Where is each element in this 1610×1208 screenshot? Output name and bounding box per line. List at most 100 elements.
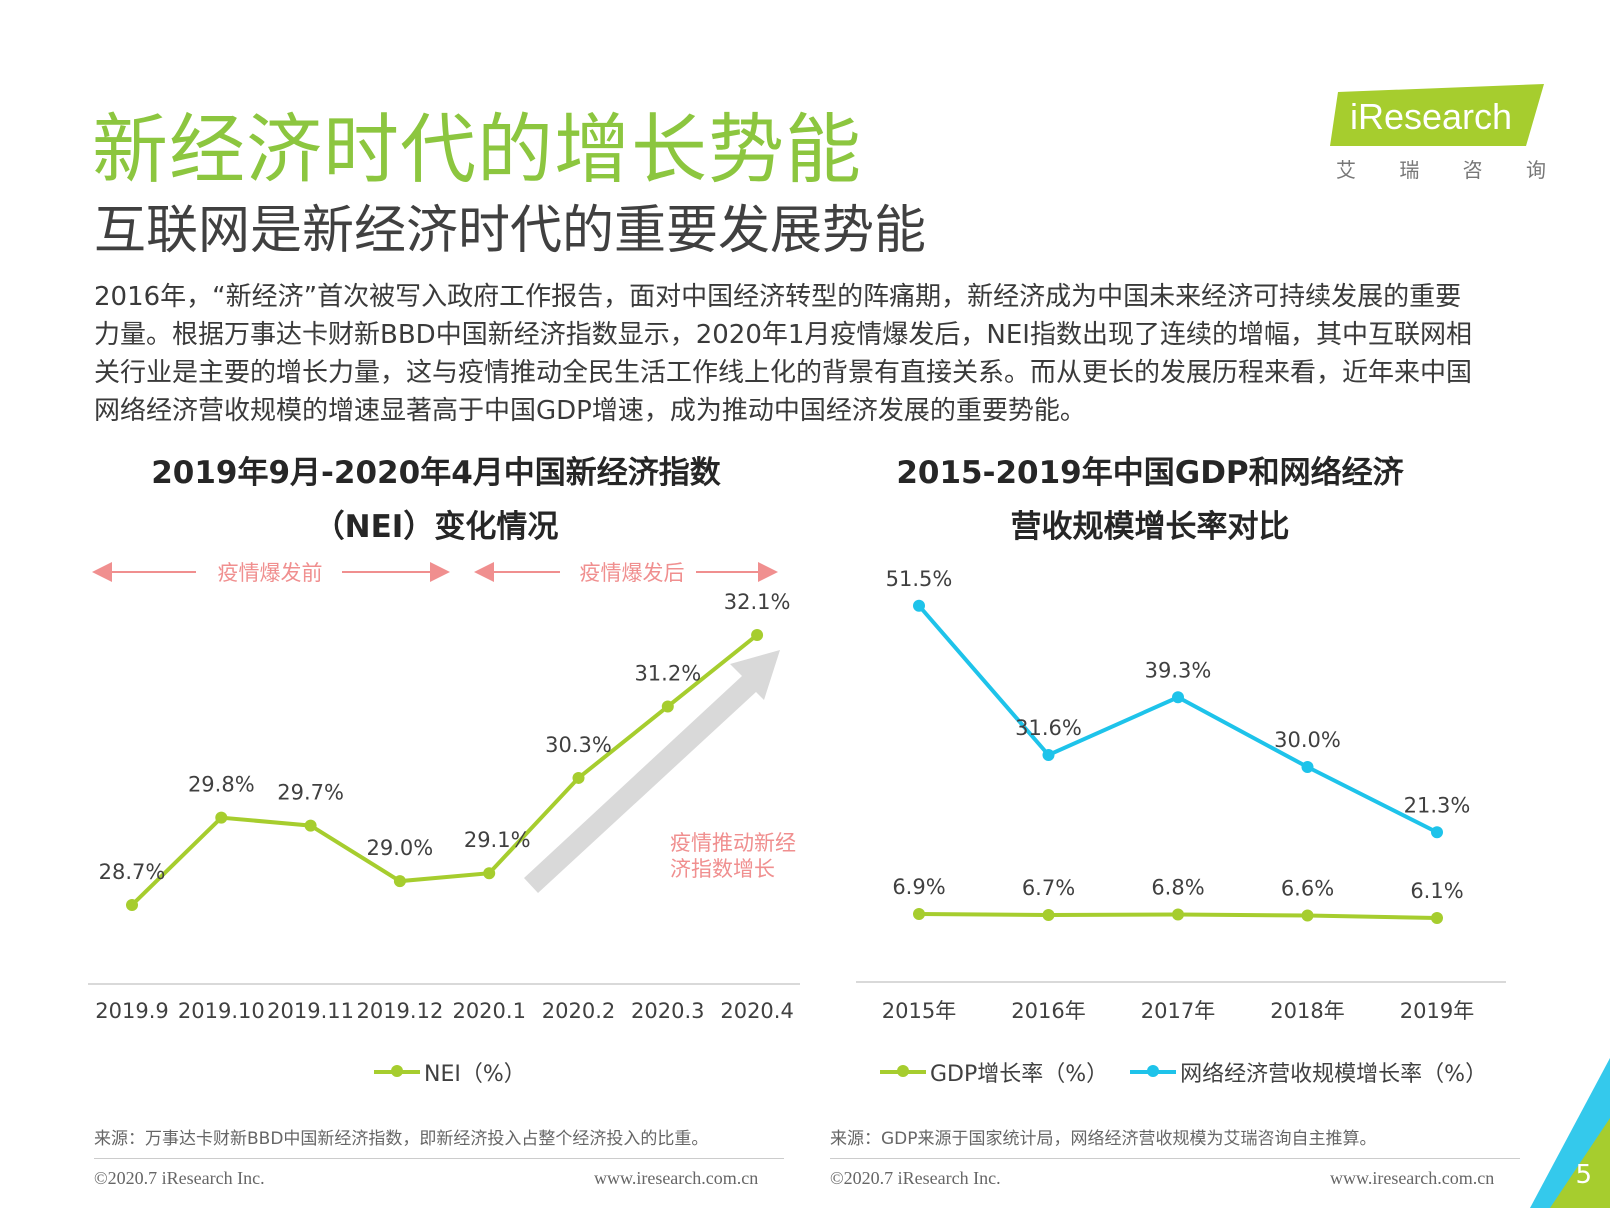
internet-point — [1431, 826, 1443, 839]
nei-point — [393, 875, 406, 888]
gdp-source-note: 来源：GDP来源于国家统计局，网络经济营收规模为艾瑞咨询自主推算。 — [830, 1129, 1377, 1149]
footer-copyright-right: ©2020.7 iResearch Inc. — [830, 1168, 1001, 1188]
footer-website-left[interactable]: www.iresearch.com.cn — [594, 1168, 759, 1188]
nei-data-label: 32.1% — [724, 590, 791, 614]
gdp-point — [1431, 912, 1443, 924]
paragraph-line: 网络经济营收规模的增速显著高于中国GDP增速，成为推动中国经济发展的重要势能。 — [94, 396, 1086, 426]
internet-data-label: 30.0% — [1274, 728, 1341, 752]
nei-data-label: 29.8% — [188, 773, 255, 797]
gdp-x-tick-label: 2017年 — [1141, 999, 1215, 1023]
gdp-x-ticks: 2015年 2016年 2017年 2018年 2019年 — [882, 999, 1474, 1023]
gdp-legend: GDP增长率（%） 网络经济营收规模增长率（%） — [880, 1056, 1509, 1088]
gdp-point — [1172, 908, 1184, 921]
intro-paragraph: 2016年，“新经济”首次被写入政府工作报告，面对中国经济转型的阵痛期，新经济成… — [94, 278, 1544, 430]
legend-item-gdp: GDP增长率（%） — [880, 1056, 1108, 1088]
nei-x-tick-label: 2020.4 — [720, 999, 793, 1023]
nei-point — [572, 771, 585, 784]
gdp-data-label: 6.7% — [1022, 876, 1075, 900]
legend-marker — [880, 1065, 926, 1077]
nei-point — [661, 700, 674, 713]
nei-point — [215, 811, 228, 824]
nei-data-label: 29.1% — [464, 828, 531, 852]
nei-point — [304, 819, 317, 832]
page-subtitle: 互联网是新经济时代的重要发展势能 — [94, 201, 927, 261]
nei-x-tick-label: 2019.10 — [178, 999, 265, 1023]
logo-badge-shape — [1330, 84, 1544, 146]
nei-legend: NEI（%） — [374, 1056, 548, 1088]
gdp-point — [913, 908, 925, 920]
gdp-line-chart: 51.5% 31.6% 39.3% 30.0% 21.3% 6.9% 6.7% 6.8% 6.6… — [856, 567, 1506, 1023]
footer-divider-left — [94, 1158, 784, 1159]
gdp-data-label: 6.6% — [1281, 877, 1334, 901]
nei-data-label: 29.7% — [277, 781, 344, 805]
nei-source-note: 来源：万事达卡财新BBD中国新经济指数，即新经济投入占整个经济投入的比重。 — [94, 1129, 709, 1149]
gdp-x-tick-label: 2018年 — [1270, 999, 1344, 1023]
nei-x-tick-label: 2019.9 — [95, 999, 168, 1023]
nei-line-chart: 疫情爆发前 疫情爆发后 疫情推动新经 济指数增长 28.7% 29.8% 29.7%… — [88, 561, 800, 1023]
legend-item-internet: 网络经济营收规模增长率（%） — [1130, 1056, 1487, 1088]
nei-x-tick-label: 2020.1 — [452, 999, 525, 1023]
internet-point — [1042, 749, 1055, 761]
gdp-x-tick-label: 2015年 — [882, 999, 956, 1023]
nei-point — [751, 629, 764, 641]
footer-copyright-left: ©2020.7 iResearch Inc. — [94, 1168, 265, 1188]
internet-point — [1172, 691, 1184, 704]
internet-data-label: 31.6% — [1015, 716, 1082, 740]
nei-x-tick-label: 2019.12 — [356, 999, 443, 1023]
gdp-chart-series: 51.5% 31.6% 39.3% 30.0% 21.3% 6.9% 6.7% 6.8% 6.6… — [886, 567, 1470, 924]
gdp-point — [1301, 909, 1314, 922]
iresearch-logo: iResearch 艾 瑞 咨 询 — [1330, 84, 1552, 194]
trend-arrow — [524, 650, 780, 893]
nei-series: 28.7% 29.8% 29.7% 29.0% 29.1% 30.3% 31.2% 32.1% — [99, 590, 791, 911]
footer-website-right[interactable]: www.iresearch.com.cn — [1330, 1168, 1495, 1188]
logo-wordmark: iResearch — [1350, 96, 1513, 137]
paragraph-line: 2016年，“新经济”首次被写入政府工作报告，面对中国经济转型的阵痛期，新经济成… — [94, 282, 1462, 312]
nei-x-tick-label: 2019.11 — [267, 999, 354, 1023]
legend-item-nei: NEI（%） — [374, 1056, 526, 1088]
legend-label: NEI（%） — [424, 1062, 526, 1087]
nei-title-line2: （NEI）变化情况 — [313, 509, 559, 545]
internet-data-label: 39.3% — [1145, 658, 1212, 682]
legend-marker — [374, 1065, 420, 1077]
logo-cn-chars: 艾 瑞 咨 询 — [1336, 154, 1546, 183]
gdp-data-label: 6.8% — [1151, 876, 1204, 900]
legend-label: GDP增长率（%） — [930, 1062, 1109, 1087]
gdp-data-label: 6.1% — [1410, 879, 1463, 903]
nei-data-label: 31.2% — [634, 661, 701, 685]
footer-divider-right — [830, 1158, 1520, 1159]
gdp-x-tick-label: 2019年 — [1400, 999, 1474, 1023]
nei-title-line1: 2019年9月-2020年4月中国新经济指数 — [151, 455, 721, 491]
logo-char: 瑞 — [1399, 158, 1420, 182]
page-title: 新经济时代的增长势能 — [92, 105, 862, 194]
logo-char: 艾 — [1336, 158, 1356, 182]
nei-point — [483, 867, 496, 880]
after-outbreak-label: 疫情爆发后 — [580, 561, 685, 585]
nei-data-label: 30.3% — [545, 733, 612, 757]
internet-line — [917, 604, 1438, 835]
nei-point — [126, 899, 138, 911]
nei-x-tick-label: 2020.2 — [542, 999, 615, 1023]
nei-data-label: 29.0% — [367, 836, 434, 860]
gdp-chart-title: 2015-2019年中国GDP和网络经济 营收规模增长率对比 — [830, 446, 1470, 554]
before-outbreak-label: 疫情爆发前 — [218, 561, 323, 585]
gdp-title-line1: 2015-2019年中国GDP和网络经济 — [896, 455, 1404, 491]
internet-data-label: 51.5% — [886, 567, 953, 591]
paragraph-line: 关行业是主要的增长力量，这与疫情推动全民生活工作线上化的背景有直接关系。而从更长… — [94, 358, 1473, 388]
nei-chart-title: 2019年9月-2020年4月中国新经济指数 （NEI）变化情况 — [86, 446, 786, 554]
internet-point — [1301, 761, 1314, 773]
nei-x-tick-label: 2020.3 — [631, 999, 704, 1023]
nei-x-ticks: 2019.9 2019.10 2019.11 2019.12 2020.1 2020.2 2… — [95, 999, 794, 1023]
gdp-x-tick-label: 2016年 — [1011, 999, 1085, 1023]
trend-label-line2: 济指数增长 — [670, 857, 775, 881]
nei-line — [130, 633, 759, 907]
gdp-data-label: 6.9% — [892, 875, 945, 899]
gdp-point — [1042, 909, 1055, 921]
legend-marker — [1130, 1065, 1177, 1077]
logo-char: 询 — [1525, 158, 1546, 182]
gdp-title-line2: 营收规模增长率对比 — [1010, 509, 1290, 545]
legend-label: 网络经济营收规模增长率（%） — [1180, 1062, 1488, 1087]
page-number: 5 — [1575, 1160, 1592, 1190]
logo-char: 咨 — [1462, 158, 1483, 182]
nei-data-label: 28.7% — [99, 860, 166, 884]
trend-label-line1: 疫情推动新经 — [670, 831, 796, 855]
